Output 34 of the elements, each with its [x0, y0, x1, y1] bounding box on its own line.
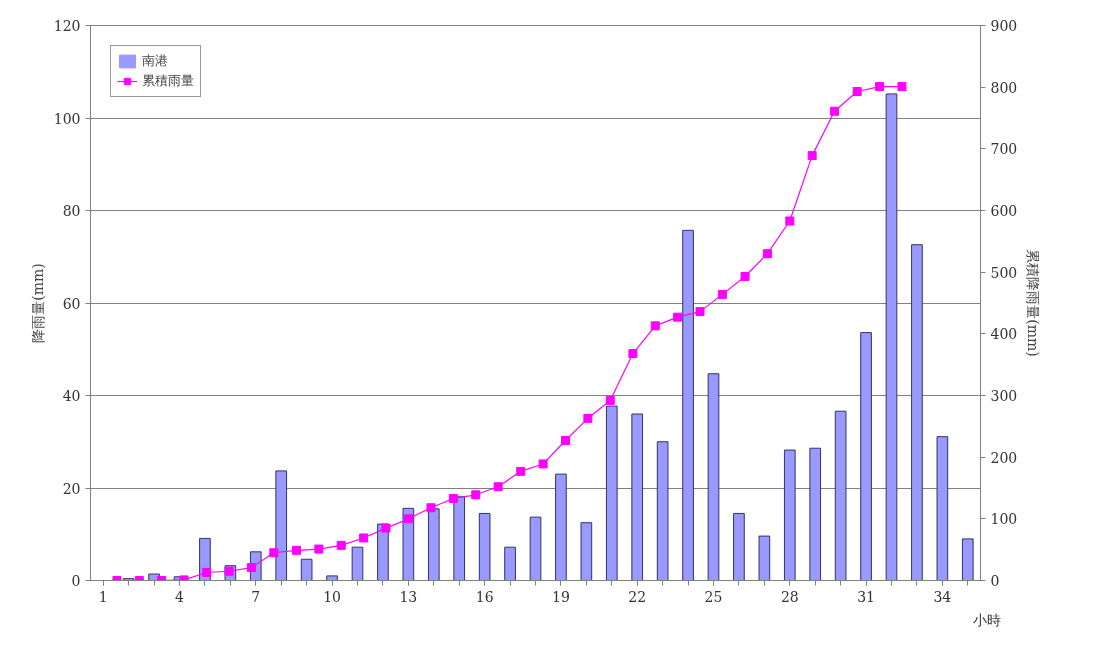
x-tick-label: 25	[704, 588, 723, 605]
y-tick-label: 80	[62, 203, 81, 219]
y-tick-label: 0	[71, 573, 81, 589]
x-tick-label: 16	[475, 588, 494, 605]
x-tick-label: 22	[628, 588, 647, 605]
y2-tick-label: 200	[990, 449, 1018, 466]
y2-axis-title: 累積降雨量(mm)	[1025, 249, 1042, 357]
y2-tick-label: 0	[990, 573, 1000, 589]
y2-tick-label: 900	[990, 18, 1018, 34]
x-tick-label: 19	[552, 588, 570, 605]
y2-tick-label: 100	[990, 511, 1018, 528]
y2-tick-label: 400	[990, 326, 1018, 343]
x-tick-label: 10	[323, 588, 341, 605]
y-tick-label: 40	[62, 388, 81, 404]
y-tick-label: 60	[62, 295, 81, 312]
y2-tick-label: 300	[990, 388, 1018, 404]
legend-label: 累積雨量	[142, 72, 194, 90]
y-axis-title: 降雨量(mm)	[29, 263, 46, 343]
x-tick-label: 4	[175, 588, 185, 605]
y-tick-label: 20	[62, 480, 81, 497]
y-tick-label: 100	[53, 110, 81, 127]
x-tick-label: 34	[933, 588, 952, 605]
x-tick-label: 31	[857, 588, 875, 605]
x-tick-label: 7	[251, 588, 261, 605]
legend-label: 南港	[142, 52, 168, 70]
x-tick-label: 1	[98, 588, 108, 605]
x-axis-title: 小時	[972, 611, 1001, 628]
y-tick-label: 120	[53, 18, 81, 34]
y2-tick-label: 500	[990, 264, 1018, 281]
y2-tick-label: 800	[990, 79, 1018, 96]
x-tick-label: 13	[399, 588, 418, 605]
x-tick-label: 28	[780, 588, 799, 605]
y2-tick-label: 700	[990, 141, 1018, 158]
y2-tick-label: 600	[990, 203, 1018, 219]
